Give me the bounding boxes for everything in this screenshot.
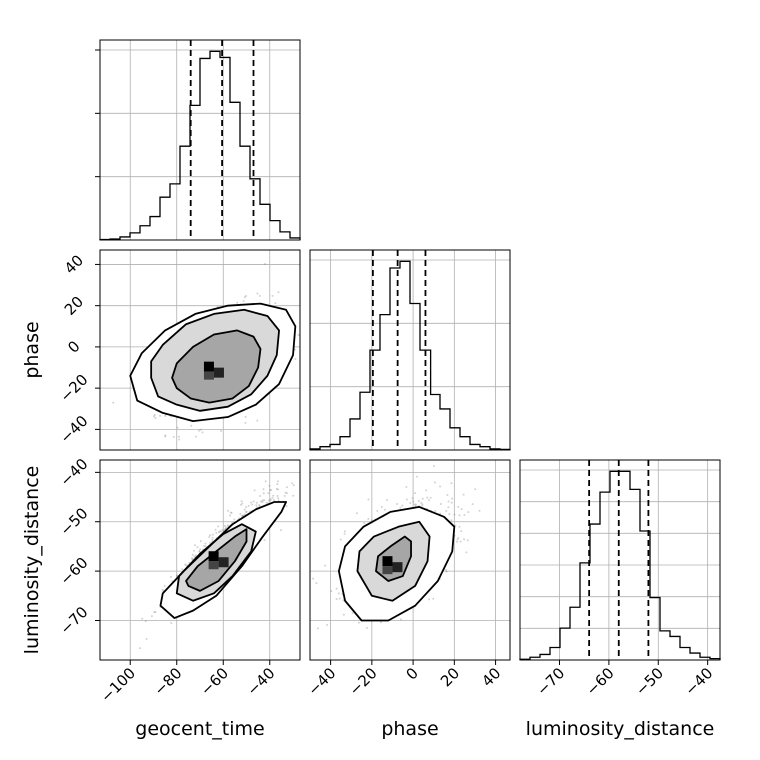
hist-panel-luminosity-distance (519, 459, 721, 661)
density-peak (208, 551, 219, 562)
y-tick-label: −70 (56, 603, 91, 638)
panel-frame (99, 249, 301, 451)
y-tick-label: −60 (56, 554, 91, 589)
density-peak (203, 371, 214, 380)
x-tick-label: 0 (402, 664, 421, 683)
x-tick-label: −40 (304, 664, 339, 699)
panel-frame (519, 459, 721, 661)
x-tick-label: 40 (478, 664, 504, 690)
density-peak (208, 561, 219, 570)
y-tick-label: −40 (56, 455, 91, 490)
density-peak (382, 556, 393, 567)
x-tick-label: −50 (632, 664, 667, 699)
contour-line (159, 501, 287, 619)
density-peak (218, 557, 229, 568)
panel-frame (99, 459, 301, 661)
contour-line (150, 308, 280, 412)
y-tick-label: 0 (64, 337, 83, 356)
y-tick-label: −50 (56, 504, 91, 539)
panel-frame (309, 249, 511, 451)
contour-line (356, 520, 431, 602)
x-tick-label: −40 (681, 664, 716, 699)
y-tick-label: 20 (61, 293, 87, 319)
density-peak (382, 566, 393, 575)
x-tick-label: −40 (243, 664, 278, 699)
panel-frame (99, 39, 301, 241)
x-tick-label: −60 (583, 664, 618, 699)
panel-frame (309, 459, 511, 661)
x-tick-label: −100 (97, 664, 139, 706)
contour-line (375, 535, 412, 582)
contour-line (185, 528, 248, 592)
contour-line (129, 302, 297, 423)
y-axis-label-phase: phase (21, 321, 43, 378)
contour-line (337, 506, 456, 622)
scatter-panel-geocent-time-luminosity-distance (99, 459, 301, 661)
x-axis-label-luminosity-distance: luminosity_distance (526, 718, 715, 740)
histogram-luminosity-distance (519, 470, 721, 660)
y-tick-label: −20 (56, 371, 91, 406)
contour-line (171, 329, 262, 404)
x-tick-label: −20 (346, 664, 381, 699)
histogram-phase (309, 260, 511, 451)
density-peak (392, 562, 403, 573)
y-axis-label-luminosity-distance: luminosity_distance (21, 466, 43, 655)
density-peak (203, 361, 214, 372)
scatter-panel-geocent-time-phase (99, 249, 301, 451)
x-tick-label: −60 (197, 664, 232, 699)
x-axis-label-geocent-time: geocent_time (135, 718, 264, 740)
x-tick-label: 20 (437, 664, 463, 690)
y-tick-label: −40 (56, 412, 91, 447)
hist-panel-phase (309, 249, 511, 451)
scatter-panel-phase-luminosity-distance (309, 459, 511, 661)
density-fill (172, 330, 261, 403)
histogram-geocent-time (99, 50, 301, 241)
density-peak (213, 367, 224, 378)
x-tick-label: −70 (533, 664, 568, 699)
x-axis-label-phase: phase (381, 718, 438, 740)
y-tick-label: 40 (61, 251, 87, 277)
x-tick-label: −80 (150, 664, 185, 699)
hist-panel-geocent-time (95, 39, 301, 241)
